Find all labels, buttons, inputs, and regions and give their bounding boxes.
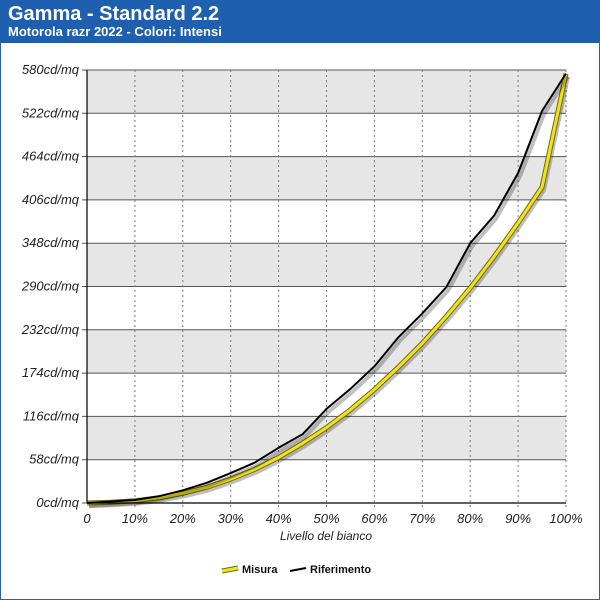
plot-band [87,286,566,330]
x-axis-label: Livello del bianco [280,529,372,543]
x-tick-labels: 0 10% 20% 30% 40% 50% 60% 70% 80% 90% 100% [83,511,582,526]
y-tick-label: 0cd/mq [36,495,79,510]
x-tick-label: 60% [361,511,387,526]
y-tick-label: 58cd/mq [29,452,80,467]
series-line-misura [86,73,568,505]
y-tick-label: 580cd/mq [22,62,80,77]
chart-series [86,73,570,508]
x-tick-label: 20% [169,511,196,526]
chart-title: Gamma - Standard 2.2 [8,3,220,25]
y-tick-label: 232cd/mq [21,322,80,337]
chart-axes [86,70,566,504]
x-tick-label: 0 [83,511,91,526]
legend-label: Riferimento [310,564,371,576]
x-tick-label: 100% [549,511,582,526]
y-tick-label: 464cd/mq [22,149,80,164]
series-shadow-riferimento [88,75,570,508]
chart-header: Gamma - Standard 2.2 Motorola razr 2022 … [0,0,600,43]
y-tick-label: 522cd/mq [22,105,80,120]
x-tick-label: 70% [409,511,435,526]
x-tick-label: 10% [122,511,148,526]
plot-band [87,416,566,460]
x-tick-label: 80% [457,511,483,526]
x-tick-label: 40% [266,511,292,526]
chart-legend: Misura Riferimento [221,564,371,576]
series-shadow-misura [88,76,570,508]
y-tick-labels: 0cd/mq 58cd/mq 116cd/mq 174cd/mq 232cd/mq 290… [21,62,80,510]
chart-subtitle: Motorola razr 2022 - Colori: Intensi [8,24,222,39]
legend-swatch [221,566,239,573]
y-tick-label: 174cd/mq [22,365,80,380]
legend-swatch [289,567,307,572]
x-tick-label: 50% [313,511,339,526]
series-line-riferimento [86,73,567,504]
x-tick-label: 30% [218,511,244,526]
plot-band [87,156,566,200]
legend-item-riferimento: Riferimento [289,564,371,576]
y-tick-label: 348cd/mq [22,235,80,250]
y-tick-label: 116cd/mq [23,408,80,423]
y-tick-label: 290cd/mq [21,279,80,294]
x-tick-label: 90% [505,511,531,526]
y-tick-label: 406cd/mq [22,192,80,207]
legend-item-misura: Misura [221,564,278,576]
legend-label: Misura [242,564,278,576]
plot-grid [82,69,567,508]
